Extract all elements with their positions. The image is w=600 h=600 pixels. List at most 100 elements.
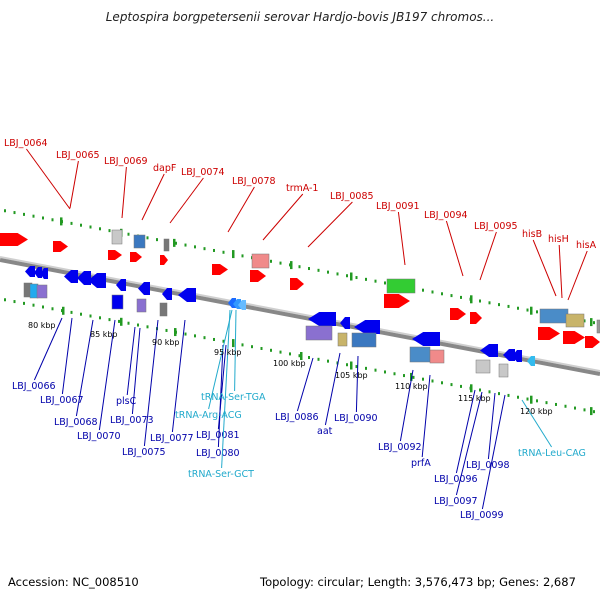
gene-arrow-reverse	[162, 288, 172, 300]
gene-label-hish: hisH	[548, 234, 569, 245]
gene-arrow-reverse	[25, 266, 35, 277]
gene-leader-line	[143, 319, 159, 447]
gene-label-lbj_0080: LBJ_0080	[196, 448, 240, 459]
gene-arrow-forward	[0, 233, 28, 246]
forward-gene-labels: LBJ_0064 LBJ_0065 LBJ_0069 dapF LBJ_0074 LBJ_…	[4, 138, 597, 301]
trna-label-trna-arg-acg: tRNA-Arg-ACG	[175, 410, 242, 421]
gene-label-hisa: hisA	[576, 240, 597, 251]
tick-dot-upper	[336, 272, 339, 276]
major-tick-lower	[470, 384, 473, 393]
gene-leader-line	[141, 173, 165, 221]
major-tick-lower	[300, 352, 303, 360]
tick-dot-lower	[146, 325, 149, 329]
gene-leader-line	[98, 319, 116, 431]
gene-arrow-reverse	[354, 320, 380, 334]
gene-leader-line	[532, 239, 557, 297]
tick-dot-lower	[51, 307, 54, 311]
tick-dot-lower	[279, 350, 282, 354]
trna-leader-line	[521, 399, 553, 448]
kbp-tick-label: 110 kbp	[395, 382, 428, 391]
gene-label-lbj_0067: LBJ_0067	[40, 395, 84, 406]
major-tick-lower	[232, 339, 235, 348]
tick-dot-lower	[517, 395, 519, 399]
kbp-tick-label: 95 kbp	[214, 348, 242, 357]
gene-leader-line	[487, 392, 496, 460]
trna-label-trna-ser-tga: tRNA-Ser-TGA	[201, 392, 266, 403]
gene-box	[498, 363, 509, 378]
trna-label-trna-ser-gct: tRNA-Ser-GCT	[188, 469, 254, 480]
tick-dot-upper	[327, 270, 329, 274]
tick-dot-upper	[213, 248, 215, 252]
tick-dot-lower	[450, 383, 453, 387]
gene-leader-line	[558, 244, 563, 299]
major-tick-lower	[350, 361, 353, 370]
tick-dot-upper	[374, 279, 377, 283]
tick-dot-lower	[355, 365, 358, 369]
tick-dot-lower	[13, 300, 16, 304]
gene-label-lbj_0085: LBJ_0085	[330, 191, 374, 202]
major-tick-upper	[470, 295, 473, 304]
tick-dot-lower	[593, 410, 595, 414]
gene-leader-line	[479, 231, 497, 281]
tick-dot-lower	[203, 336, 206, 340]
tick-dot-upper	[479, 299, 481, 303]
tick-dot-lower	[194, 334, 196, 338]
tick-dot-lower	[23, 301, 25, 305]
gene-leader-line	[25, 148, 71, 210]
gene-arrow-forward	[538, 327, 560, 340]
tick-dot-upper	[222, 250, 225, 254]
gene-leader-line	[121, 166, 127, 219]
tick-dot-lower	[289, 352, 291, 356]
gene-box	[337, 332, 348, 347]
gene-leader-line	[131, 327, 141, 415]
tick-dot-lower	[346, 363, 348, 367]
gene-arrow-reverse	[308, 312, 336, 326]
tick-dot-lower	[412, 375, 415, 379]
tick-dot-upper	[80, 223, 82, 227]
gene-arrow-reverse	[64, 270, 78, 283]
tick-dot-lower	[365, 366, 367, 370]
gene-features	[0, 229, 600, 378]
tick-dot-upper	[450, 294, 453, 298]
tick-dot-lower	[42, 305, 44, 309]
gene-label-lbj_0074: LBJ_0074	[181, 167, 225, 178]
tick-dot-upper	[583, 319, 586, 323]
gene-label-lbj_0064: LBJ_0064	[4, 138, 48, 149]
gene-label-lbj_0092: LBJ_0092	[378, 442, 422, 453]
gene-label-lbj_0066: LBJ_0066	[12, 381, 56, 392]
gene-arrow-reverse	[116, 279, 126, 291]
gene-label-lbj_0094: LBJ_0094	[424, 210, 468, 221]
kbp-tick-label: 100 kbp	[273, 359, 306, 368]
gene-arrow-forward	[450, 308, 466, 320]
gene-arrow-forward	[130, 252, 142, 262]
tick-dot-upper	[441, 292, 443, 296]
tick-dot-upper	[308, 267, 310, 271]
tick-dot-lower	[583, 408, 586, 412]
major-tick-upper	[350, 272, 353, 281]
trna-leader-line	[208, 309, 233, 410]
gene-arrow-reverse	[178, 288, 196, 302]
major-tick-lower	[530, 395, 533, 404]
tick-dot-lower	[555, 402, 557, 406]
trna-leader-line	[234, 309, 237, 392]
tick-dot-upper	[42, 216, 44, 220]
gene-arrow-forward	[160, 255, 168, 265]
gene-leader-line	[307, 201, 353, 248]
tick-dot-lower	[165, 328, 168, 332]
gene-leader-line	[567, 250, 588, 301]
gene-leader-line	[455, 391, 483, 496]
tick-dot-lower	[184, 332, 187, 336]
tick-dot-lower	[137, 323, 139, 327]
tick-dot-upper	[422, 288, 424, 292]
tick-dot-upper	[346, 274, 348, 278]
tick-dot-lower	[32, 303, 35, 307]
tick-dot-upper	[298, 265, 301, 269]
tick-dot-lower	[317, 357, 320, 361]
gene-label-lbj_0075: LBJ_0075	[122, 447, 166, 458]
tick-dot-upper	[431, 290, 434, 294]
tick-dot-lower	[431, 379, 434, 383]
major-tick-upper	[232, 250, 235, 259]
major-tick-lower	[174, 328, 177, 337]
tick-dot-lower	[298, 354, 301, 358]
